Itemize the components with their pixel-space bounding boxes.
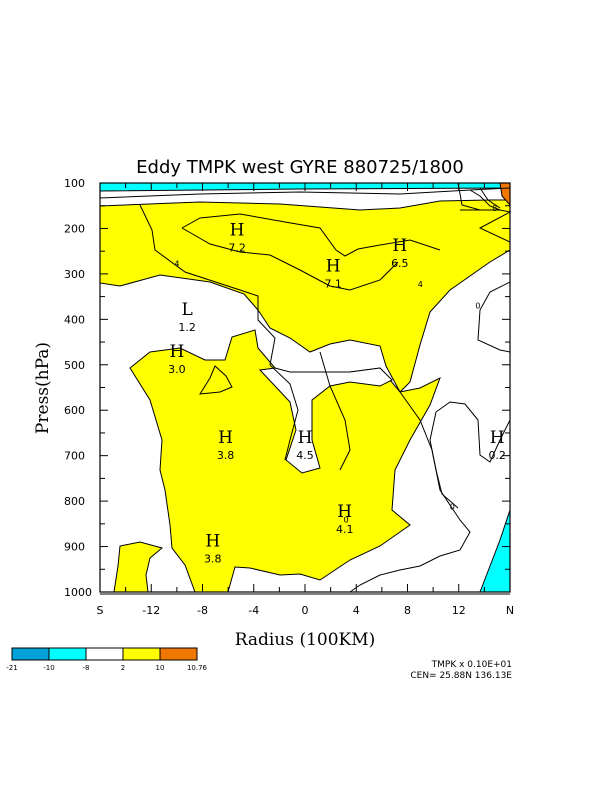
x-tick-label: -8 [197, 604, 208, 617]
y-tick-label: 600 [64, 404, 85, 417]
extreme-value-label: 3.8 [217, 449, 235, 462]
extreme-kind-label: H [169, 342, 184, 362]
extreme-marker: H6.5 [391, 236, 409, 270]
extreme-value-label: 0.2 [488, 449, 506, 462]
extreme-marker: H4.1 [336, 502, 354, 536]
extreme-kind-label: H [326, 257, 341, 277]
colorbar-bound-label: 10.76 [187, 664, 208, 672]
extreme-value-label: 4.5 [296, 449, 314, 462]
colorbar-swatch [159, 647, 198, 661]
x-tick-label: 4 [353, 604, 360, 617]
colorbar-swatch [85, 647, 124, 661]
colorbar-bound-label: -8 [83, 664, 90, 672]
colorbar-bound-label: 10 [156, 664, 165, 672]
y-axis-label: Press(hPa) [33, 342, 53, 434]
colorbar-bound-label: -21 [6, 664, 17, 672]
contour-value-labels: 8 4 4 0 0 0 [174, 204, 497, 524]
scale-info: TMPK x 0.10E+01 [431, 660, 512, 670]
extreme-kind-label: H [337, 502, 352, 522]
extreme-marker: H7.1 [324, 257, 342, 291]
y-tick-label: 100 [64, 177, 85, 190]
extreme-kind-label: H [392, 236, 407, 256]
colorbar-bound-label: -10 [43, 664, 54, 672]
y-tick-label: 400 [64, 313, 85, 326]
colorbar-swatch [122, 647, 161, 661]
extreme-marker: H0.2 [488, 428, 506, 462]
contour-value-label: 4 [174, 259, 179, 268]
extreme-marker: H4.5 [296, 428, 314, 462]
extreme-value-label: 6.5 [391, 257, 409, 270]
extreme-marker: H3.0 [168, 342, 186, 376]
shade-yellow-main [129, 329, 441, 593]
x-tick-label: -4 [248, 604, 259, 617]
y-tick-label: 800 [64, 495, 85, 508]
contour-value-label: 0 [475, 302, 480, 311]
extreme-value-label: 3.8 [204, 553, 222, 566]
contour-value-label: 4 [418, 280, 423, 289]
extreme-value-label: 7.1 [324, 278, 342, 291]
colorbar-bound-label: 2 [121, 664, 125, 672]
x-axis-label: Radius (100KM) [235, 630, 376, 650]
x-tick-label: S [97, 604, 104, 617]
x-tick-label: 0 [302, 604, 309, 617]
extreme-marker: H3.8 [204, 532, 222, 566]
extreme-value-label: 7.2 [228, 241, 246, 254]
extreme-value-label: 4.1 [336, 523, 354, 536]
y-tick-label: 700 [64, 450, 85, 463]
extreme-kind-label: L [181, 300, 192, 320]
extreme-value-label: 1.2 [178, 321, 196, 334]
contour-value-label: 0 [450, 503, 455, 512]
extreme-kind-label: H [490, 428, 505, 448]
extreme-markers: H7.2 H6.5H7.1L1.2H3.0H3.8H4.5H0.2H4.1H3.8 [168, 220, 506, 565]
x-axis-tick-labels: S -12 -8 -4 0 4 8 12 N [97, 604, 515, 617]
extreme-kind-label: H [205, 532, 220, 552]
colorbar-swatch [48, 647, 87, 661]
extreme-marker: H3.8 [217, 428, 235, 462]
extreme-marker: H7.2 [228, 220, 246, 254]
extreme-kind-label: H [298, 428, 313, 448]
y-tick-label: 300 [64, 268, 85, 281]
shade-yellow-bottom-left [113, 541, 164, 593]
y-tick-label: 1000 [64, 586, 92, 599]
extreme-kind-label: H [230, 220, 245, 240]
extreme-marker: L1.2 [178, 300, 196, 334]
y-tick-label: 500 [64, 359, 85, 372]
center-info: CEN= 25.88N 136.13E [410, 671, 512, 681]
x-tick-label: 12 [452, 604, 466, 617]
extreme-value-label: 3.0 [168, 363, 186, 376]
plot-area: H7.2 H6.5H7.1L1.2H3.0H3.8H4.5H0.2H4.1H3.8… [99, 182, 512, 595]
x-tick-label: N [506, 604, 514, 617]
y-tick-label: 900 [64, 541, 85, 554]
contour-lines [99, 182, 512, 595]
x-tick-label: 8 [404, 604, 411, 617]
x-tick-label: -12 [142, 604, 160, 617]
y-axis-tick-labels: 100 200 300 400 500 600 700 800 900 1000 [64, 177, 92, 599]
y-tick-label: 200 [64, 222, 85, 235]
colorbar: -21 -10 -8 2 10 10.76 [6, 647, 208, 672]
contour-value-label: 8 [492, 204, 497, 213]
axis-ticks [99, 182, 511, 593]
extreme-kind-label: H [218, 428, 233, 448]
chart-title: Eddy TMPK west GYRE 880725/1800 [136, 157, 464, 178]
contour-value-label: 0 [343, 515, 348, 524]
colorbar-swatch [11, 647, 50, 661]
